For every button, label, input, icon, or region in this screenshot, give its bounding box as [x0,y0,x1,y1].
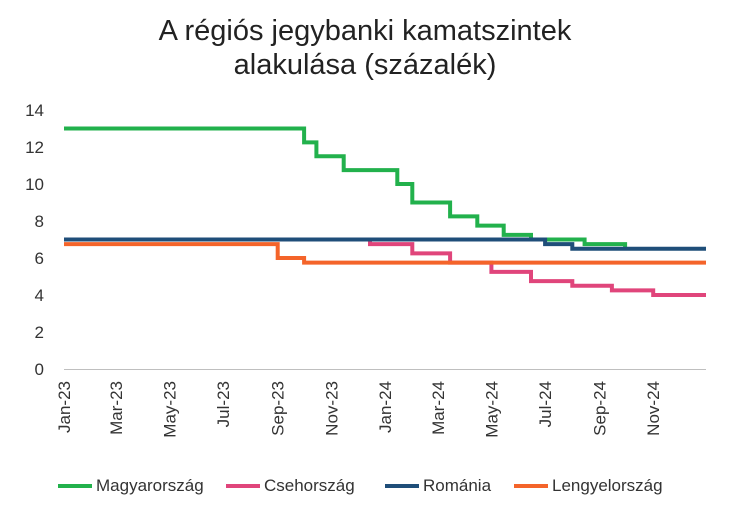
legend-item: Lengyelország [514,472,663,500]
series-line-4 [64,242,706,265]
y-tick-label: 4 [35,286,44,305]
x-tick-label: May-24 [482,381,501,438]
x-tick-label: May-23 [161,381,180,438]
chart-title-line-2: alakulása (százalék) [233,49,497,81]
chart-title-line-1: A régiós jegybanki kamatszintek [158,15,572,47]
series-line-1 [64,126,628,249]
legend-item: Magyarország [58,472,204,500]
legend-item: Csehország [226,472,355,500]
x-tick-label: Jul-23 [214,381,233,427]
y-tick-label: 12 [25,138,44,157]
x-tick-label: Mar-24 [429,381,448,435]
legend-label: Csehország [264,476,355,495]
legend-swatch [226,484,260,488]
y-tick-label: 10 [25,175,44,194]
x-tick-label: Sep-24 [591,381,610,436]
x-tick-label: Sep-23 [269,381,288,436]
y-tick-label: 14 [25,101,44,120]
legend-label: Románia [423,476,492,495]
x-tick-label: Jan-24 [376,381,395,433]
legend-swatch [58,484,92,488]
legend-label: Magyarország [96,476,204,495]
legend-label: Lengyelország [552,476,663,495]
x-tick-label: Jul-24 [536,381,555,427]
y-tick-label: 8 [35,212,44,231]
y-tick-label: 2 [35,323,44,342]
series-line-3 [64,237,706,251]
x-tick-label: Nov-23 [322,381,341,436]
chart-legend: Magyarország Csehország Románia Lengyelorsz… [0,472,730,500]
chart-title: A régiós jegybanki kamatszintek alakulás… [0,14,730,82]
y-tick-label: 6 [35,249,44,268]
legend-swatch [385,484,419,488]
legend-swatch [514,484,548,488]
series-line-2 [64,237,706,297]
legend-item: Románia [385,472,491,500]
x-tick-label: Nov-24 [644,381,663,436]
x-tick-label: Jan-23 [55,381,74,433]
x-tick-label: Mar-23 [107,381,126,435]
y-tick-label: 0 [35,360,44,379]
